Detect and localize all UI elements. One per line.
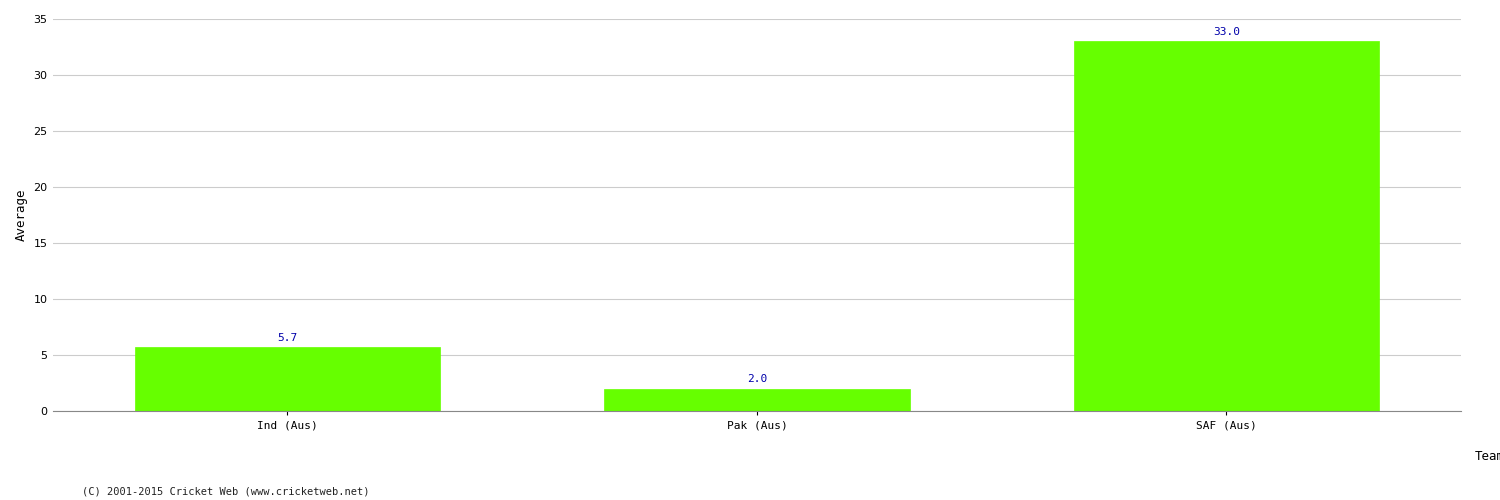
Bar [1074, 42, 1378, 411]
Bar [604, 389, 909, 411]
Text: 33.0: 33.0 [1214, 27, 1240, 37]
Text: 5.7: 5.7 [278, 333, 297, 343]
Text: (C) 2001-2015 Cricket Web (www.cricketweb.net): (C) 2001-2015 Cricket Web (www.cricketwe… [82, 487, 370, 497]
X-axis label: Team: Team [1474, 450, 1500, 464]
Text: 2.0: 2.0 [747, 374, 766, 384]
Y-axis label: Average: Average [15, 189, 28, 242]
Bar [135, 348, 440, 411]
